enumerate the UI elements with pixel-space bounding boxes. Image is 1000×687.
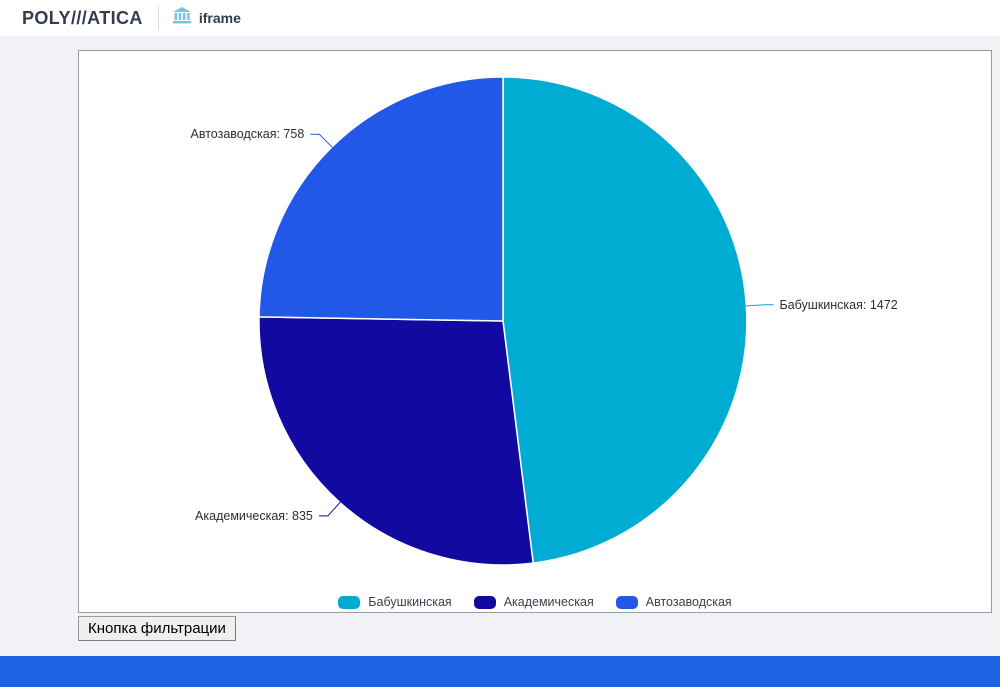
brand-logo: POLY///ATICA	[22, 7, 143, 28]
label-leader-line	[310, 133, 333, 149]
legend-label: Автозаводская	[645, 595, 732, 609]
pie-slice-Автозаводская[interactable]	[258, 76, 504, 322]
legend-swatch	[473, 595, 496, 609]
legend-item[interactable]: Академическая	[473, 595, 594, 609]
app-header: POLY///ATICA iframe	[0, 0, 1000, 37]
pie-chart[interactable]: Бабушкинская: 1472 Академическая: 835 Авто…	[79, 51, 991, 612]
module-label: iframe	[198, 10, 241, 26]
label-leader-line	[745, 304, 774, 307]
bottom-bar	[0, 656, 1000, 687]
pie-data-label: Академическая: 835	[195, 509, 313, 523]
chart-legend: Бабушкинская Академическая Автозаводская	[79, 595, 991, 609]
pie-slice-Бабушкинская[interactable]	[502, 76, 748, 564]
legend-item[interactable]: Бабушкинская	[338, 595, 452, 609]
legend-swatch	[338, 595, 361, 609]
legend-item[interactable]: Автозаводская	[615, 595, 732, 609]
module-tab-iframe[interactable]: iframe	[172, 7, 241, 29]
legend-swatch	[615, 595, 638, 609]
pie-data-label: Бабушкинская: 1472	[780, 298, 898, 312]
pie-slice-Академическая[interactable]	[258, 316, 535, 566]
filter-button[interactable]: Кнопка фильтрации	[78, 616, 236, 641]
label-leader-line	[318, 501, 341, 517]
header-divider	[157, 6, 159, 30]
bank-icon	[172, 7, 192, 29]
pie-data-label: Автозаводская: 758	[191, 127, 305, 141]
legend-label: Академическая	[503, 595, 594, 609]
chart-panel: Бабушкинская: 1472 Академическая: 835 Авто…	[78, 50, 992, 613]
legend-label: Бабушкинская	[368, 595, 452, 609]
